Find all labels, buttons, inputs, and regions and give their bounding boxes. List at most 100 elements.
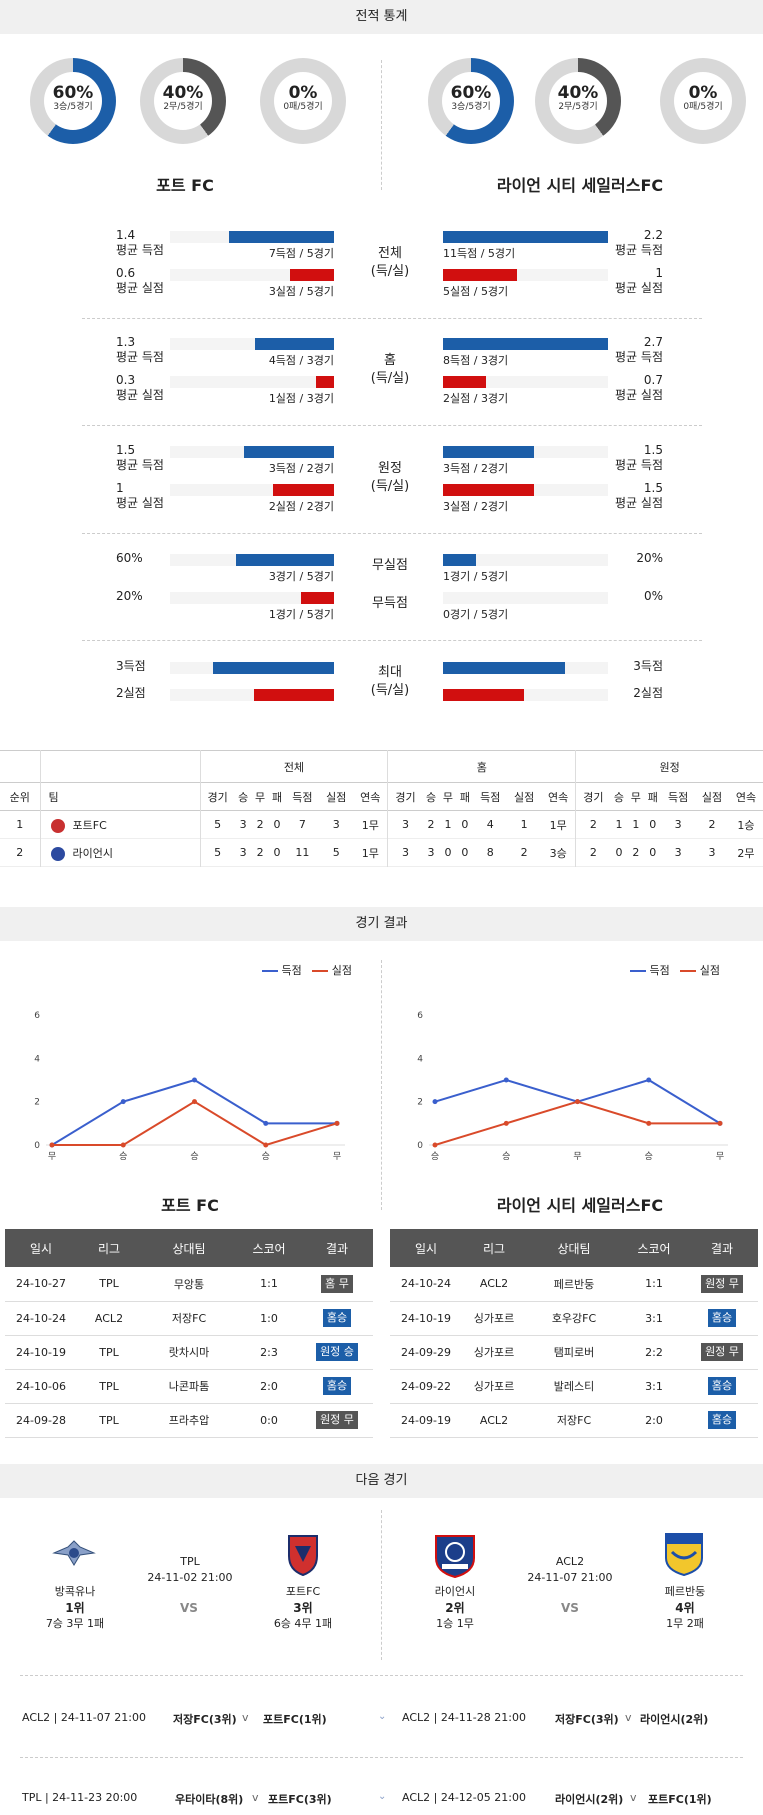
results-cell: 저장FC: [141, 1301, 237, 1336]
results-cell: 24-10-19: [5, 1335, 77, 1370]
right-stat-name: 평균 득점: [615, 350, 663, 364]
stand-cell: 1승: [737, 818, 755, 832]
stand-cell: 3: [239, 846, 247, 859]
chart-legend: 득점 실점: [262, 962, 352, 978]
right-stat-value: 2.7: [643, 335, 663, 349]
stand-team[interactable]: 포트FC: [39, 810, 200, 839]
left-results-chart: 0 2 4 6 무 승 승 승 무: [34, 1011, 345, 1162]
left-bar-caption: 1실점 / 3경기: [268, 392, 334, 405]
x-tick-label: 승: [262, 1151, 270, 1162]
stand-cell: 3: [387, 838, 423, 867]
stand-header: 무: [442, 790, 454, 804]
result-badge: 홈승: [707, 1411, 737, 1429]
donut-caption: 2무/5경기: [163, 102, 203, 112]
stand-cell: 0: [273, 818, 281, 831]
donut-percent: 40%: [557, 83, 599, 103]
legend-scored-label: 득점: [281, 964, 302, 977]
stand-header: 연속: [735, 790, 757, 804]
right-stat-value: 20%: [636, 551, 663, 565]
stand-cell: 8: [486, 846, 494, 859]
stand-cell: 2무: [737, 846, 755, 860]
next-left-away-record: 6승 4무 1패: [273, 1617, 333, 1630]
next-left-league: TPL: [180, 1555, 200, 1568]
left-stat-name: 평균 득점: [116, 458, 164, 472]
results-cell: 24-10-24: [5, 1301, 77, 1336]
conceded-point: [263, 1142, 269, 1148]
stand-cell: 1무: [549, 818, 567, 832]
results-header: 리그: [462, 1229, 526, 1267]
left-bar-track: [170, 592, 334, 604]
left-donut-3: 0% 0패/5경기: [260, 58, 346, 144]
results-cell: 무앙통: [141, 1267, 237, 1302]
result-badge: 원정 무: [701, 1274, 743, 1293]
donut-caption: 2무/5경기: [558, 102, 598, 112]
results-table-right: 일시 리그 상대팀 스코어 결과 24-10-24 ACL2 페르반둥 1:1 원정 무 24-10…: [390, 1229, 758, 1438]
x-tick-label: 무: [573, 1151, 581, 1162]
right-stat-value: 0.7: [643, 373, 663, 387]
stand-cell: 3: [674, 846, 682, 859]
stand-cell: 7: [298, 818, 306, 831]
port-fc-logo: [285, 1530, 321, 1577]
results-cell: ACL2: [77, 1301, 141, 1336]
sched-right-1-away: 라이언시(2위): [640, 1713, 709, 1726]
donut-caption: 0패/5경기: [683, 102, 723, 112]
left-bar-caption: 2실점 / 2경기: [268, 500, 334, 513]
stand-cell: 0: [273, 846, 281, 859]
right-bar: [443, 689, 524, 701]
stand-header: 경기: [575, 782, 611, 811]
left-stat-name: 평균 득점: [116, 350, 164, 364]
stand-header: 실점: [326, 790, 347, 804]
results-header: 결과: [686, 1229, 758, 1267]
next-right-home-record: 1승 1무: [436, 1617, 474, 1630]
stand-cell: 3: [427, 846, 435, 859]
stand-header: 경기: [199, 782, 235, 811]
legend-scored-swatch: [630, 970, 646, 972]
stand-header: 연속: [360, 790, 381, 804]
next-left-datetime: 24-11-02 21:00: [147, 1571, 233, 1584]
section-title-next: 다음 경기: [0, 1464, 763, 1498]
legend-conceded-label: 실점: [331, 964, 352, 977]
conceded-point: [432, 1142, 438, 1148]
stand-group-home: 홈: [387, 750, 576, 783]
sched-left-1-v: v: [242, 1711, 249, 1724]
right-stat-value: 1.5: [643, 481, 663, 495]
y-tick-label: 0: [34, 1141, 40, 1151]
legend-scored-label: 득점: [649, 964, 670, 977]
stand-cell: 3: [387, 810, 423, 839]
sched-right-2-v: v: [630, 1791, 637, 1804]
donut-percent: 0%: [288, 83, 318, 103]
left-bar: [255, 338, 334, 350]
sched-right-2-home: 라이언시(2위): [555, 1793, 624, 1806]
result-badge: 원정 무: [701, 1343, 743, 1361]
left-stat-value: 20%: [116, 589, 143, 603]
stand-header: 경기: [387, 782, 423, 811]
stand-cell: 2: [575, 810, 611, 839]
x-tick-label: 승: [502, 1151, 510, 1162]
result-badge: 홈승: [707, 1309, 737, 1327]
team-logo-icon: [50, 846, 65, 861]
stand-header: 순위: [9, 790, 30, 804]
conceded-point: [49, 1142, 55, 1148]
left-stat-name: 평균 득점: [116, 243, 164, 257]
results-row: 24-10-27 TPL 무앙통 1:1 홈 무: [5, 1267, 373, 1302]
stand-group-away: 원정: [575, 750, 763, 783]
clean-label: 무득점: [372, 596, 408, 611]
stand-cell: 3: [239, 818, 247, 831]
right-stat-value: 0%: [643, 589, 663, 603]
right-team-name: 라이언 시티 세일러스FC: [496, 176, 664, 195]
stand-cell: 1: [16, 818, 24, 831]
results-header: 상대팀: [526, 1229, 622, 1267]
donut-percent: 40%: [162, 83, 204, 103]
results-cell: TPL: [77, 1267, 141, 1302]
results-cell: 호우강FC: [526, 1301, 622, 1336]
next-left-home-record: 7승 3무 1패: [45, 1617, 105, 1630]
x-tick-label: 무: [48, 1151, 56, 1162]
donut-percent: 60%: [450, 83, 492, 103]
legend-conceded-swatch: [680, 970, 697, 972]
vertical-divider: [381, 60, 382, 190]
chart-legend: 득점 실점: [630, 962, 720, 978]
right-bar-track: [443, 592, 608, 604]
results-right-team: 라이언 시티 세일러스FC: [496, 1196, 664, 1215]
next-right-vs: VS: [561, 1601, 579, 1615]
stand-team[interactable]: 라이언시: [39, 838, 200, 867]
